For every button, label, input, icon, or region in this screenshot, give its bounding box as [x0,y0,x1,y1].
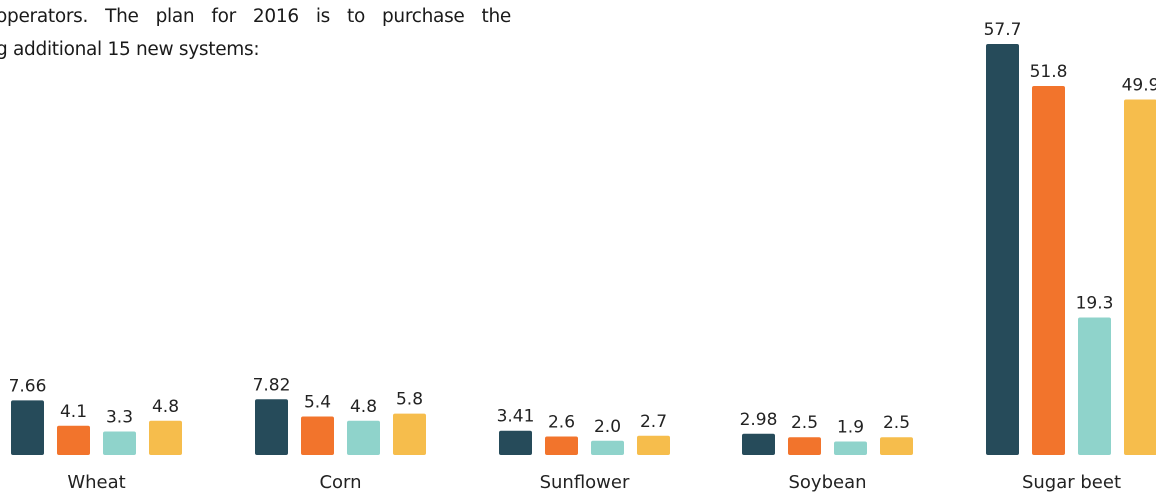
bar-sunflower-1 [499,430,532,455]
intro-paragraph: operators. The plan for 2016 is to purch… [0,0,511,66]
value-label-soybean-3: 1.9 [837,417,864,437]
value-label-sugar-beet-3: 19.3 [1076,294,1114,314]
value-label-wheat-3: 3.3 [106,407,133,427]
bar-corn-4 [393,413,426,455]
bar-wheat-3 [103,431,136,455]
value-label-corn-3: 4.8 [350,397,377,417]
bar-sunflower-3 [591,440,624,455]
bar-wheat-4 [149,420,182,455]
bars-layer [11,44,1156,455]
value-label-soybean-2: 2.5 [791,413,818,433]
category-label-soybean: Soybean [788,472,866,493]
bar-soybean-4 [880,437,913,455]
value-label-soybean-1: 2.98 [740,410,778,430]
bar-wheat-2 [57,425,90,455]
category-label-sunflower: Sunflower [540,472,630,493]
bar-sugar-beet-3 [1078,317,1111,455]
value-label-soybean-4: 2.5 [883,413,910,433]
category-label-wheat: Wheat [67,472,125,493]
value-label-wheat-4: 4.8 [152,397,179,417]
bar-sugar-beet-2 [1032,86,1065,455]
intro-line-1: operators. The plan for 2016 is to purch… [0,6,511,27]
value-label-sunflower-1: 3.41 [497,407,535,427]
bar-soybean-3 [834,441,867,455]
bar-sunflower-4 [637,435,670,455]
value-label-wheat-2: 4.1 [60,402,87,422]
bar-wheat-1 [11,400,44,455]
category-label-corn: Corn [319,472,361,493]
bar-sugar-beet-4 [1124,99,1156,455]
bar-corn-1 [255,399,288,455]
category-label-sugar-beet: Sugar beet [1022,472,1121,493]
value-label-sunflower-3: 2.0 [594,417,621,437]
value-label-sunflower-4: 2.7 [640,412,667,432]
value-label-sugar-beet-1: 57.7 [984,20,1022,40]
value-label-sugar-beet-4: 49.9 [1122,76,1156,96]
bar-sunflower-2 [545,436,578,455]
value-label-corn-2: 5.4 [304,393,331,413]
bar-sugar-beet-1 [986,44,1019,455]
value-label-wheat-1: 7.66 [9,376,47,396]
value-label-corn-1: 7.82 [253,375,291,395]
bar-corn-2 [301,416,334,455]
value-label-corn-4: 5.8 [396,390,423,410]
value-label-sunflower-2: 2.6 [548,412,575,432]
bar-corn-3 [347,420,380,455]
bar-soybean-2 [788,437,821,455]
category-labels-layer: Wheat Corn Sunflower Soybean Sugar beet [67,472,1121,493]
value-labels-layer: 7.66 4.1 3.3 4.8 7.82 5.4 4.8 5.8 3.41 2.6 2.0 2.7 2… [9,20,1156,437]
value-label-sugar-beet-2: 51.8 [1030,62,1068,82]
intro-line-2: g additional 15 new systems: [0,39,260,60]
bar-soybean-1 [742,433,775,455]
